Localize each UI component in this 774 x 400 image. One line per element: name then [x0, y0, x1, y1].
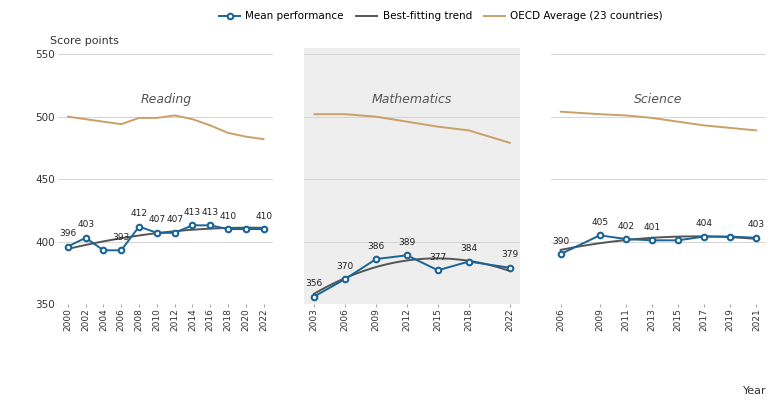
Text: 370: 370 — [337, 262, 354, 271]
Text: 389: 389 — [399, 238, 416, 247]
Text: 379: 379 — [502, 250, 519, 260]
Text: 410: 410 — [255, 212, 272, 221]
Text: 403: 403 — [77, 220, 94, 230]
Text: 384: 384 — [461, 244, 478, 253]
Text: 402: 402 — [618, 222, 635, 231]
Text: 405: 405 — [591, 218, 608, 227]
Text: 413: 413 — [202, 208, 219, 217]
Text: 377: 377 — [430, 253, 447, 262]
Text: 356: 356 — [306, 279, 323, 288]
Text: 407: 407 — [149, 216, 166, 224]
Text: 401: 401 — [643, 223, 660, 232]
Text: 403: 403 — [748, 220, 765, 230]
Text: Reading: Reading — [140, 93, 191, 106]
Text: Year: Year — [742, 386, 766, 396]
Text: 404: 404 — [696, 219, 713, 228]
Text: 412: 412 — [131, 209, 148, 218]
Text: 390: 390 — [552, 237, 569, 246]
Text: Score points: Score points — [50, 36, 119, 46]
Text: Mathematics: Mathematics — [372, 93, 452, 106]
Text: 396: 396 — [60, 229, 77, 238]
Text: 413: 413 — [184, 208, 201, 217]
Text: 407: 407 — [166, 216, 183, 224]
Text: 393: 393 — [113, 233, 130, 242]
Text: 410: 410 — [220, 212, 237, 221]
Text: 386: 386 — [368, 242, 385, 251]
Text: Science: Science — [635, 93, 683, 106]
Legend: Mean performance, Best-fitting trend, OECD Average (23 countries): Mean performance, Best-fitting trend, OE… — [215, 7, 667, 26]
